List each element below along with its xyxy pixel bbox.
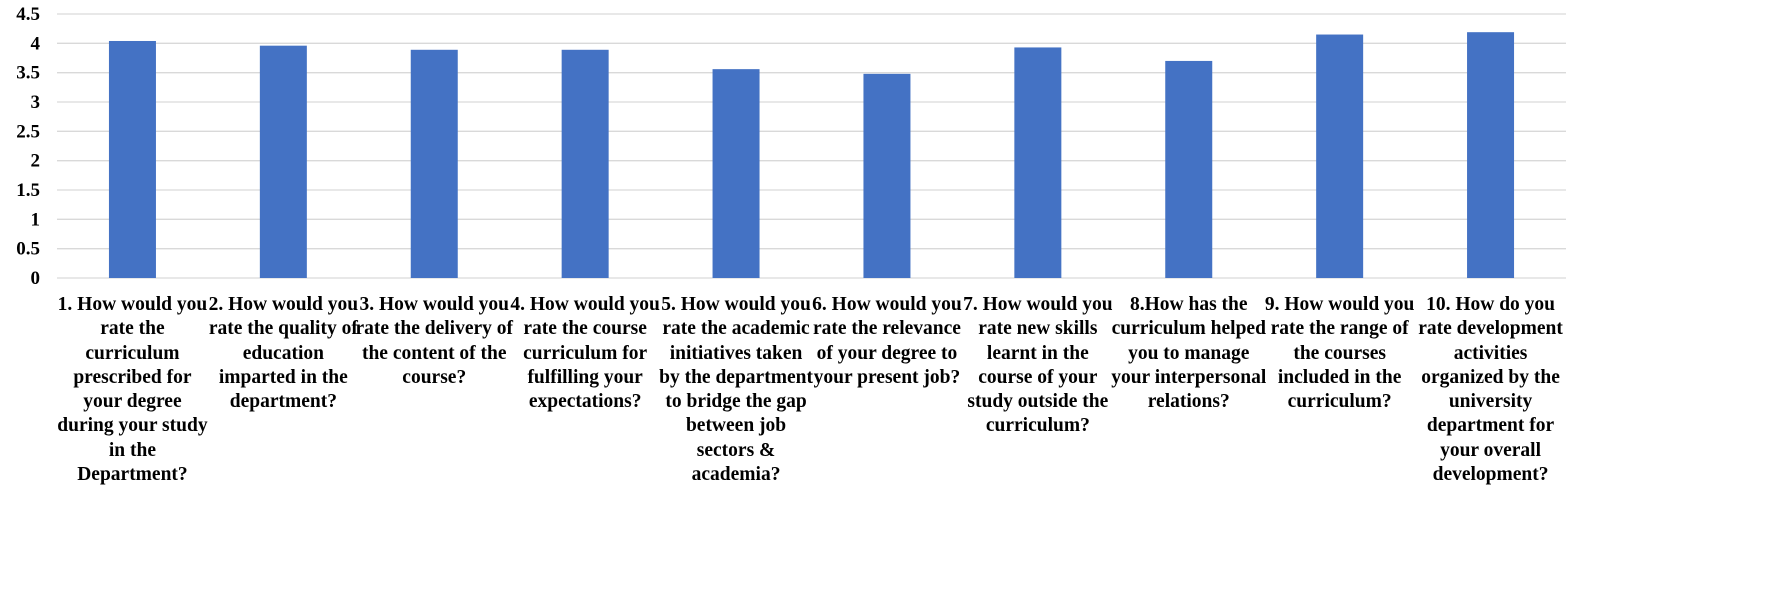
bar-5 — [712, 69, 760, 278]
y-tick-label: 3 — [31, 92, 41, 113]
y-tick-label: 1 — [31, 209, 41, 230]
y-tick-label: 0 — [31, 268, 41, 289]
bar-6 — [863, 73, 911, 278]
y-tick-label: 3.5 — [16, 63, 40, 84]
y-axis-tick-labels: 0 0.5 1 1.5 2 2.5 3 3.5 4 4.5 — [16, 4, 40, 289]
bar-1 — [108, 40, 156, 279]
x-category-label-5: 5. How would you rate the academic initi… — [659, 294, 813, 486]
x-category-label-9: 9. How would you rate the range of the c… — [1264, 294, 1415, 413]
x-category-label-4: 4. How would you rate the course curricu… — [510, 294, 660, 413]
bar-3 — [410, 49, 458, 278]
x-category-label-3: 3. How would you rate the delivery of th… — [355, 294, 514, 388]
bar-10 — [1467, 32, 1515, 278]
y-tick-label: 2.5 — [16, 121, 40, 142]
bar-7 — [1014, 47, 1062, 278]
x-category-label-1: 1. How would you rate the curriculum pre… — [57, 294, 208, 486]
x-category-label-2: 2. How would you rate the quality of edu… — [208, 294, 359, 413]
bar-2 — [259, 45, 307, 279]
y-tick-label: 0.5 — [16, 239, 40, 260]
x-category-label-6: 6. How would you rate the relevance of y… — [812, 294, 962, 388]
bar-4 — [561, 49, 609, 278]
y-tick-label: 4 — [31, 33, 41, 54]
bar-9 — [1316, 34, 1364, 279]
y-tick-label: 2 — [31, 151, 41, 172]
y-tick-label: 1.5 — [16, 180, 40, 201]
gridlines — [57, 13, 1566, 279]
bar-8 — [1165, 60, 1213, 278]
x-category-label-8: 8.How has the curriculum helped you to m… — [1111, 294, 1267, 413]
bars — [108, 32, 1515, 279]
x-category-label-10: 10. How do you rate development activiti… — [1418, 294, 1563, 486]
x-category-label-7: 7. How would you rate new skills learnt … — [963, 294, 1113, 437]
y-tick-label: 4.5 — [16, 4, 40, 25]
